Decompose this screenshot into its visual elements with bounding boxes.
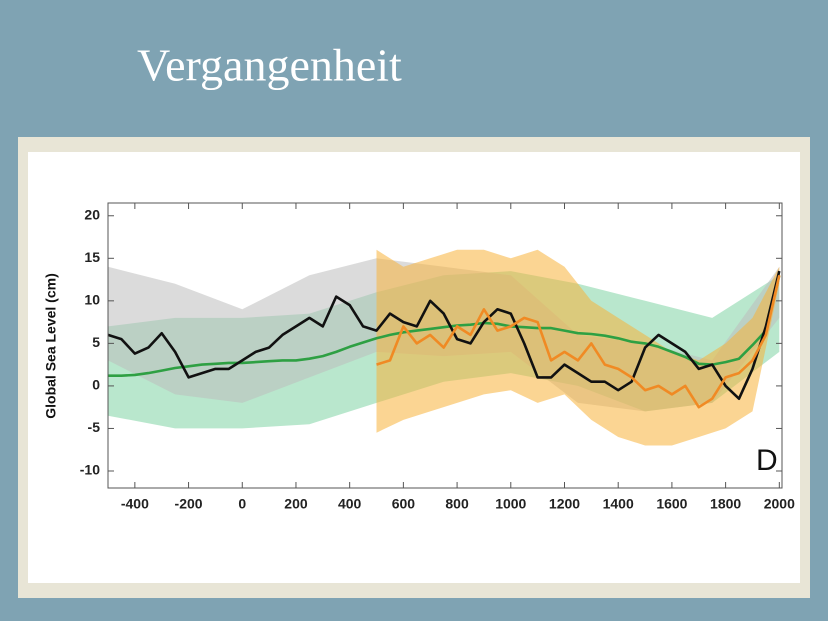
x-tick-label: 600 bbox=[392, 496, 416, 512]
x-tick-label: 1600 bbox=[656, 496, 687, 512]
x-tick-label: 400 bbox=[338, 496, 362, 512]
x-tick-label: -400 bbox=[121, 496, 149, 512]
x-tick-label: 1200 bbox=[549, 496, 580, 512]
plot-area bbox=[108, 249, 781, 446]
x-tick-label: 1000 bbox=[495, 496, 526, 512]
x-tick-label: 200 bbox=[284, 496, 308, 512]
y-tick-label: -5 bbox=[88, 419, 101, 435]
x-tick-label: 0 bbox=[238, 496, 246, 512]
series-line bbox=[108, 274, 781, 377]
y-tick-label: 5 bbox=[92, 334, 100, 350]
y-axis-label: Global Sea Level (cm) bbox=[43, 273, 59, 419]
slide-title: Vergangenheit bbox=[137, 40, 402, 91]
x-tick-label: 800 bbox=[445, 496, 469, 512]
y-tick-label: 20 bbox=[84, 206, 100, 222]
y-tick-label: -10 bbox=[80, 462, 100, 478]
y-tick-label: 10 bbox=[84, 292, 100, 308]
series-line bbox=[108, 270, 781, 400]
y-tick-label: 0 bbox=[92, 377, 100, 393]
plot-frame bbox=[107, 202, 783, 489]
x-tick-label: 1400 bbox=[603, 496, 634, 512]
x-tick-label: 2000 bbox=[764, 496, 795, 512]
y-tick-label: 15 bbox=[84, 249, 100, 265]
uncertainty-band bbox=[376, 249, 780, 446]
panel-label: D bbox=[756, 444, 778, 477]
series-line bbox=[376, 275, 781, 409]
x-tick-label: -200 bbox=[175, 496, 203, 512]
x-tick-label: 1800 bbox=[710, 496, 741, 512]
